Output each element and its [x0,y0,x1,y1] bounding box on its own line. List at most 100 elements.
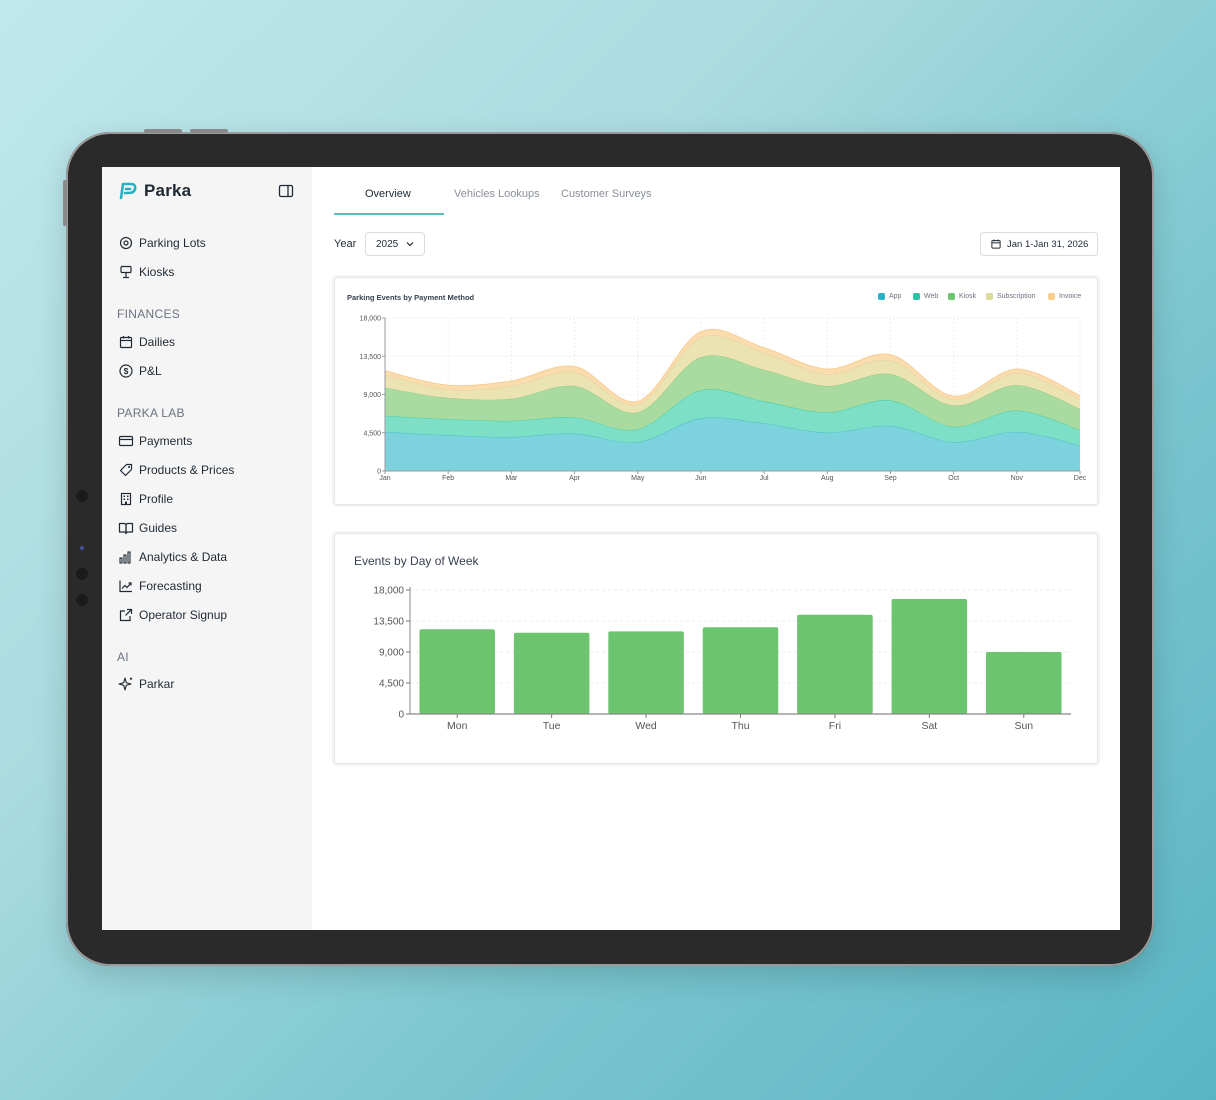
y-tick-label: 13,500 [373,617,404,628]
sidebar-item-label: Parkar [139,677,175,691]
date-range-button[interactable]: Jan 1-Jan 31, 2026 [980,232,1098,256]
x-tick-label: Jun [695,475,706,482]
day-of-week-chart-card: Events by Day of Week 18,000 13,500 9,000 4… [334,533,1098,764]
kiosk-icon [118,264,134,280]
y-tick-label: 4,500 [363,430,381,437]
sidebar-item-label: Dailies [139,335,176,349]
x-tick-label: May [631,475,645,482]
volume-button [144,129,182,133]
x-tick-label: Wed [635,720,657,732]
location-pin-icon [118,235,134,251]
sidebar-item-products-prices[interactable]: Products & Prices [118,460,234,480]
sidebar-item-label: Kiosks [139,265,175,279]
x-tick-label: Jul [760,475,769,482]
sidebar-item-label: Analytics & Data [139,550,228,564]
y-tick-label: 9,000 [379,648,404,659]
legend-label: Invoice [1059,293,1082,300]
legend-label: Web [924,293,939,300]
trend-icon [118,578,134,594]
legend-item-app[interactable]: App [878,293,901,300]
dollar-circle-icon: $ [118,363,134,379]
year-value: 2025 [376,238,399,250]
legend-swatch [913,293,920,300]
sidebar-item-pl[interactable]: $ P&L [118,361,162,381]
sidebar-item-payments[interactable]: Payments [118,431,192,451]
legend-item-subscription[interactable]: Subscription [986,293,1036,300]
legend-swatch [948,293,955,300]
section-heading-ai: AI [117,650,129,664]
sidebar-item-dailies[interactable]: Dailies [118,332,175,352]
x-tick-label: Sep [884,475,897,482]
sidebar-item-parkar[interactable]: Parkar [118,674,174,694]
parka-logo-icon [119,182,137,200]
x-tick-label: Mar [505,475,518,482]
x-tick-label: Oct [948,475,959,482]
tab-vehicles-lookups[interactable]: Vehicles Lookups [454,188,540,200]
bar-thu [702,627,779,714]
calendar-icon [991,239,1001,249]
y-tick-label: 18,000 [360,316,382,323]
section-heading-finances: FINANCES [117,307,181,321]
legend-swatch [878,293,885,300]
area-series-web [385,389,1080,446]
legend-item-web[interactable]: Web [913,293,938,300]
payment-method-chart-card: Parking Events by Payment Method App Web… [334,277,1098,505]
legend-item-invoice[interactable]: Invoice [1048,293,1081,300]
bar-fri [797,614,873,714]
external-link-icon [118,607,134,623]
x-tick-label: Dec [1074,475,1087,482]
area-series-kiosk [385,355,1080,431]
x-tick-label: Feb [442,475,454,482]
legend-item-kiosk[interactable]: Kiosk [948,293,976,300]
legend-label: Kiosk [959,293,977,300]
tag-icon [118,462,134,478]
camera-dot [76,594,88,606]
x-tick-label: Jan [379,475,390,482]
sidebar-item-operator-signup[interactable]: Operator Signup [118,605,227,625]
legend-label: App [889,293,902,300]
chart-title: Parking Events by Payment Method [347,293,475,302]
legend-swatch [986,293,993,300]
sidebar-item-analytics-data[interactable]: Analytics & Data [118,547,227,567]
sidebar-item-label: Operator Signup [139,608,228,622]
screen: Parka Parking Lots Kiosks FINANCES [102,167,1120,930]
calendar-icon [118,334,134,350]
sidebar-item-label: P&L [139,364,162,378]
y-tick-label: 13,500 [360,354,382,361]
sidebar-toggle-icon[interactable] [278,183,294,199]
area-series-line-invoice [384,328,1081,403]
sidebar-item-profile[interactable]: Profile [118,489,173,509]
year-select[interactable]: 2025 [365,232,425,256]
book-icon [118,520,134,536]
legend-swatch [1048,293,1055,300]
sidebar-item-label: Payments [139,434,193,448]
area-series-subscription [385,335,1080,413]
tablet-frame: Parka Parking Lots Kiosks FINANCES [63,129,1154,966]
x-tick-label: Fri [829,720,841,732]
building-icon [118,491,134,507]
sidebar-item-kiosks[interactable]: Kiosks [118,262,174,282]
bar-chart-icon [118,549,134,565]
tab-overview[interactable]: Overview [365,188,411,200]
active-tab-indicator [334,213,444,215]
bar-tue [513,632,590,714]
camera-dot [76,568,88,580]
bar-sat [891,598,968,714]
y-tick-label: 0 [398,710,404,721]
chart-title: Events by Day of Week [354,554,479,568]
section-heading-parka-lab: PARKA LAB [117,406,185,420]
sidebar-item-guides[interactable]: Guides [118,518,177,538]
x-tick-label: Mon [447,720,468,732]
tab-customer-surveys[interactable]: Customer Surveys [561,188,652,200]
chevron-down-icon [406,242,414,247]
sidebar-item-parking-lots[interactable]: Parking Lots [118,233,206,253]
sidebar: Parka Parking Lots Kiosks FINANCES [102,167,312,930]
sidebar-item-label: Profile [139,492,174,506]
logo[interactable]: Parka [118,181,191,201]
power-button [63,180,67,226]
sidebar-item-forecasting[interactable]: Forecasting [118,576,202,596]
bar-mon [419,629,495,714]
sidebar-item-label: Guides [139,521,178,535]
main-content: Overview Vehicles Lookups Customer Surve… [312,167,1120,930]
